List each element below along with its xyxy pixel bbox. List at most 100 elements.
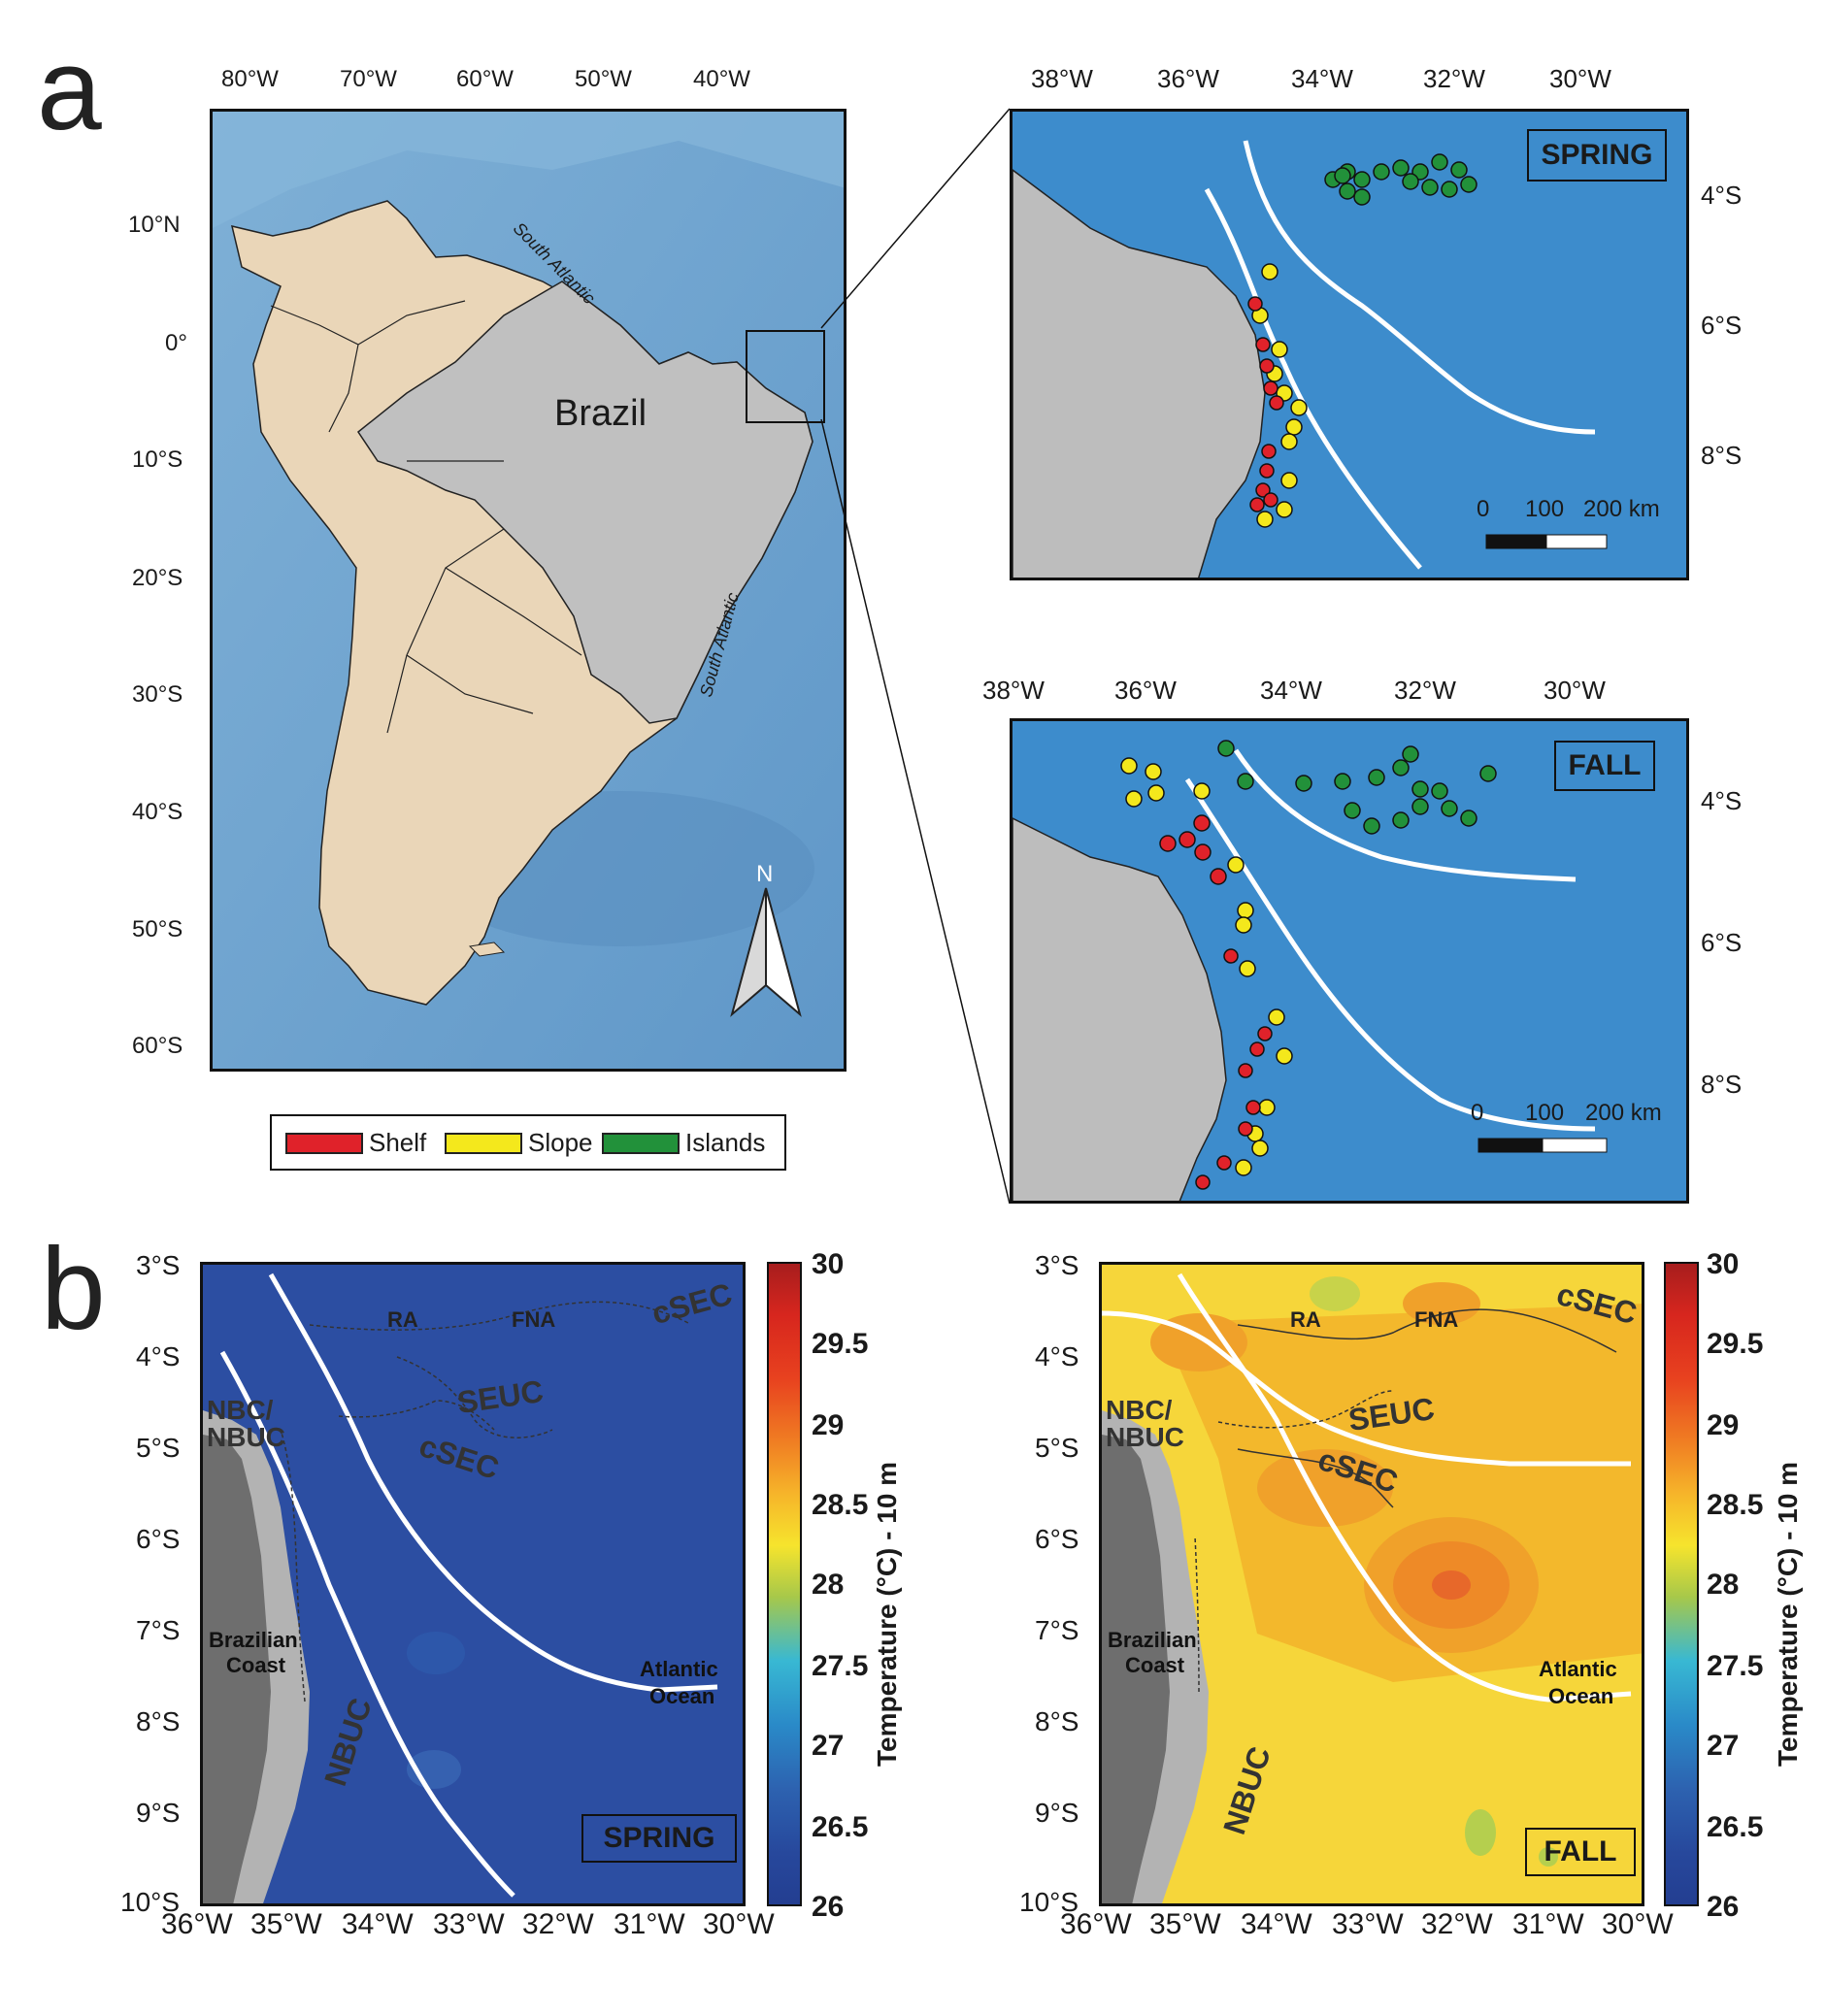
legend-item-slope: Slope bbox=[445, 1128, 593, 1158]
lon-label: 30°W bbox=[1602, 1908, 1674, 1940]
colorbar-tick: 29.5 bbox=[812, 1328, 869, 1360]
current-label-nbuc: NBUC bbox=[207, 1422, 285, 1452]
island-sites bbox=[1324, 153, 1477, 206]
lon-label: 30°W bbox=[1544, 676, 1606, 705]
overview-map-graphic bbox=[213, 112, 844, 1069]
lon-label: 31°W bbox=[614, 1908, 685, 1940]
lon-label: 38°W bbox=[1031, 64, 1093, 93]
inset-spring-graphic bbox=[1013, 112, 1686, 578]
lon-label: 38°W bbox=[982, 676, 1045, 705]
place-label-ra: RA bbox=[387, 1307, 418, 1332]
lat-label: 5°S bbox=[136, 1433, 181, 1463]
current-label-nbuc: NBUC bbox=[1106, 1422, 1184, 1452]
temp-fall-graphic bbox=[1102, 1265, 1642, 1903]
lon-label: 30°W bbox=[1549, 64, 1611, 93]
lat-label: 9°S bbox=[136, 1798, 181, 1828]
colorbar-tick: 26.5 bbox=[1707, 1811, 1764, 1843]
colorbar-tick: 30 bbox=[812, 1248, 845, 1280]
scale-bar-white bbox=[1542, 1138, 1608, 1153]
season-label-spring: SPRING bbox=[1527, 129, 1667, 182]
coast-label-line2: Coast bbox=[226, 1653, 286, 1677]
lat-label: 30°S bbox=[132, 681, 183, 708]
scale-label: 200 km bbox=[1583, 496, 1660, 522]
lon-label: 32°W bbox=[522, 1908, 594, 1940]
lon-label: 50°W bbox=[575, 66, 632, 92]
legend-label: Islands bbox=[685, 1128, 766, 1157]
lat-label: 20°S bbox=[132, 565, 183, 591]
lon-label: 60°W bbox=[456, 66, 514, 92]
season-label-fall: FALL bbox=[1554, 741, 1655, 791]
colorbar-tick: 26 bbox=[1707, 1891, 1740, 1923]
lon-label: 32°W bbox=[1423, 64, 1485, 93]
legend-item-shelf: Shelf bbox=[285, 1128, 426, 1158]
coast-label-line1: Brazilian bbox=[1108, 1628, 1197, 1652]
lon-label: 36°W bbox=[161, 1908, 233, 1940]
lon-label: 34°W bbox=[342, 1908, 414, 1940]
season-label-spring: SPRING bbox=[581, 1814, 737, 1863]
colorbar-title: Temperature (°C) - 10 m bbox=[1773, 1461, 1803, 1767]
lon-label: 30°W bbox=[703, 1908, 775, 1940]
scale-label: 200 km bbox=[1585, 1100, 1662, 1126]
colorbar-tick: 27 bbox=[812, 1730, 845, 1762]
legend-label: Slope bbox=[528, 1128, 593, 1157]
lon-label: 34°W bbox=[1260, 676, 1322, 705]
inset-fall-map: FALL 0 100 200 km bbox=[1010, 718, 1689, 1204]
lat-label: 9°S bbox=[1035, 1798, 1079, 1828]
swatch-slope bbox=[445, 1132, 522, 1154]
lon-label: 40°W bbox=[693, 66, 750, 92]
legend-item-islands: Islands bbox=[602, 1128, 765, 1158]
coast-label-line2: Coast bbox=[1125, 1653, 1185, 1677]
overview-map: Brazil South Atlantic South Atlantic N bbox=[210, 109, 847, 1072]
temp-spring-graphic bbox=[203, 1265, 743, 1903]
current-label-nbc: NBC/ bbox=[207, 1395, 274, 1425]
lat-label: 10°S bbox=[132, 446, 183, 473]
lat-label: 4°S bbox=[1035, 1341, 1079, 1372]
inset-spring-map: SPRING 0 100 200 km bbox=[1010, 109, 1689, 580]
lat-label: 7°S bbox=[136, 1615, 181, 1645]
lon-label: 34°W bbox=[1241, 1908, 1312, 1940]
island-sites bbox=[1217, 740, 1497, 835]
shelf-sites bbox=[1159, 814, 1273, 1190]
scale-bar-black bbox=[1485, 534, 1547, 549]
brazil-territory bbox=[356, 281, 813, 724]
lat-label: 6°S bbox=[136, 1524, 181, 1554]
lat-label: 6°S bbox=[1701, 311, 1743, 340]
lat-label: 10°N bbox=[128, 212, 181, 238]
lat-label: 4°S bbox=[136, 1341, 181, 1372]
colorbar-tick: 27.5 bbox=[1707, 1650, 1764, 1682]
lon-label: 32°W bbox=[1421, 1908, 1493, 1940]
scale-label: 0 bbox=[1477, 496, 1490, 522]
lat-label: 4°S bbox=[1701, 786, 1743, 815]
ocean-label-line1: Atlantic bbox=[1539, 1657, 1617, 1681]
lon-label: 34°W bbox=[1291, 64, 1353, 93]
lat-label: 60°S bbox=[132, 1033, 183, 1059]
colorbar-tick: 28 bbox=[1707, 1569, 1740, 1601]
lon-label: 36°W bbox=[1157, 64, 1219, 93]
temp-fall-map: cSEC SEUC cSEC NBC/ NBUC NBUC RA FNA Bra… bbox=[1099, 1262, 1644, 1906]
lat-label: 3°S bbox=[1035, 1250, 1079, 1280]
panel-label-b: b bbox=[41, 1224, 106, 1354]
colorbar-tick: 27.5 bbox=[812, 1650, 869, 1682]
lon-label: 36°W bbox=[1114, 676, 1177, 705]
colorbar-strip bbox=[767, 1262, 802, 1906]
colorbar-strip bbox=[1664, 1262, 1699, 1906]
lat-label: 7°S bbox=[1035, 1615, 1079, 1645]
shelf-sites bbox=[1247, 296, 1284, 512]
place-label-fna: FNA bbox=[512, 1307, 556, 1332]
lat-label: 0° bbox=[165, 330, 187, 356]
scale-label: 100 bbox=[1525, 496, 1565, 522]
lon-label: 36°W bbox=[1060, 1908, 1132, 1940]
scale-bar-black bbox=[1477, 1138, 1544, 1153]
colorbar-tick: 29 bbox=[812, 1409, 845, 1441]
colorbar-tick: 28 bbox=[812, 1569, 845, 1601]
colorbar-tick: 26.5 bbox=[812, 1811, 869, 1843]
lat-label: 8°S bbox=[1035, 1706, 1079, 1736]
colorbar-tick: 27 bbox=[1707, 1730, 1740, 1762]
colorbar-tick: 28.5 bbox=[1707, 1489, 1764, 1521]
lat-label: 10°S bbox=[120, 1887, 181, 1917]
lat-label: 5°S bbox=[1035, 1433, 1079, 1463]
lon-label: 80°W bbox=[221, 66, 279, 92]
lat-label: 40°S bbox=[132, 799, 183, 825]
temp-spring-map: cSEC SEUC cSEC NBC/ NBUC NBUC RA FNA Bra… bbox=[200, 1262, 746, 1906]
legend-label: Shelf bbox=[369, 1128, 427, 1157]
